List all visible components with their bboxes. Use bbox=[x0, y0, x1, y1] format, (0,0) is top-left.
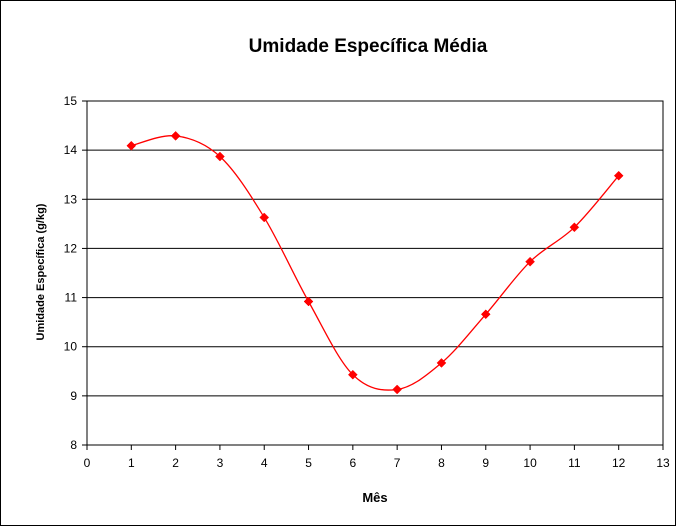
y-tick-label-11: 11 bbox=[65, 291, 78, 305]
data-point-12 bbox=[613, 170, 624, 181]
x-axis: 0 1 2 3 4 5 6 7 8 9 10 11 12 13 bbox=[84, 445, 670, 470]
x-tick-label-5: 5 bbox=[305, 456, 312, 470]
grid bbox=[87, 100, 663, 446]
data-point-11 bbox=[569, 222, 580, 233]
x-tick-label-0: 0 bbox=[84, 456, 91, 470]
data-point-5 bbox=[303, 296, 314, 307]
x-tick-label-10: 10 bbox=[523, 456, 537, 470]
data-point-4 bbox=[259, 212, 270, 223]
x-tick-label-1: 1 bbox=[128, 456, 135, 470]
x-tick-label-11: 11 bbox=[568, 456, 581, 470]
y-tick-label-15: 15 bbox=[64, 94, 78, 108]
x-tick-label-4: 4 bbox=[261, 456, 268, 470]
x-tick-label-3: 3 bbox=[217, 456, 224, 470]
y-axis: 8 9 10 11 12 13 14 15 bbox=[64, 94, 87, 452]
x-tick-label-2: 2 bbox=[172, 456, 179, 470]
x-tick-label-13: 13 bbox=[656, 456, 670, 470]
y-tick-label-13: 13 bbox=[64, 192, 78, 206]
x-tick-label-12: 12 bbox=[612, 456, 626, 470]
data-point-2 bbox=[170, 131, 181, 141]
data-point-10 bbox=[525, 256, 535, 267]
x-tick-label-8: 8 bbox=[438, 456, 445, 470]
data-point-9 bbox=[480, 309, 491, 320]
y-tick-label-10: 10 bbox=[64, 340, 78, 354]
data-point-1 bbox=[126, 140, 137, 151]
x-tick-label-9: 9 bbox=[482, 456, 489, 470]
y-tick-label-12: 12 bbox=[64, 241, 78, 255]
plot-area-border bbox=[86, 100, 664, 446]
series-markers bbox=[126, 131, 624, 395]
chart-title: Umidade Específica Média bbox=[249, 36, 488, 57]
y-tick-label-9: 9 bbox=[70, 389, 77, 403]
x-axis-title: Mês bbox=[362, 490, 387, 505]
x-tick-label-7: 7 bbox=[394, 456, 401, 470]
y-axis-title: Umidade Específica (g/kg) bbox=[35, 203, 47, 340]
x-tick-label-6: 6 bbox=[350, 456, 357, 470]
data-point-7 bbox=[392, 384, 403, 395]
data-point-3 bbox=[215, 151, 225, 162]
y-tick-label-14: 14 bbox=[64, 143, 78, 157]
data-point-6 bbox=[347, 369, 358, 380]
series-line bbox=[131, 135, 620, 391]
data-point-8 bbox=[436, 358, 447, 368]
y-tick-label-8: 8 bbox=[70, 438, 77, 452]
